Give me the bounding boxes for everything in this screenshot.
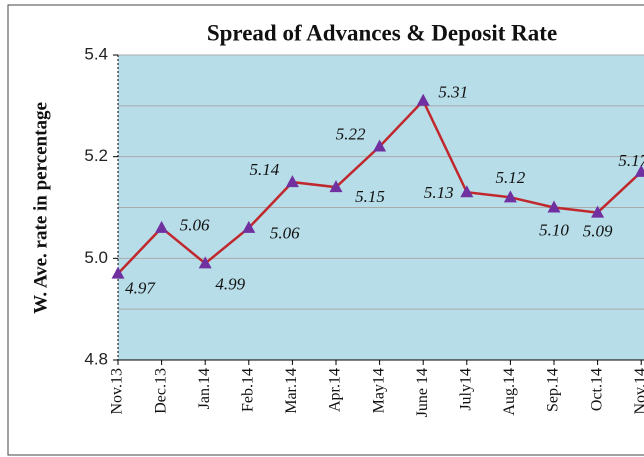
data-label: 5.14 (250, 160, 280, 179)
data-label: 5.06 (180, 216, 210, 235)
y-axis-label: W. Ave. rate in percentage (30, 102, 51, 314)
y-tick-label: 5.2 (84, 146, 108, 165)
data-label: 5.10 (539, 220, 569, 239)
x-tick-label: Apr.14 (327, 368, 344, 412)
chart-title: Spread of Advances & Deposit Rate (207, 20, 557, 45)
x-tick-label: Sep.14 (545, 368, 562, 412)
data-label: 5.17 (618, 151, 644, 170)
data-label: 5.13 (424, 183, 454, 202)
x-tick-label: June 14 (414, 368, 431, 417)
point-marker (460, 185, 474, 198)
x-tick-label: Jan.14 (196, 368, 213, 409)
y-tick-label: 5.4 (84, 44, 108, 63)
data-label: 5.09 (583, 221, 613, 240)
data-label: 4.97 (125, 278, 156, 297)
point-marker (242, 220, 256, 233)
x-tick-label: Dec.13 (152, 368, 169, 414)
x-tick-label: July14 (457, 368, 474, 411)
data-label: 5.31 (438, 83, 468, 102)
point-marker (198, 256, 212, 269)
y-tick-label: 5.0 (84, 248, 108, 267)
x-tick-label: May14 (370, 368, 387, 413)
point-marker (634, 164, 644, 177)
point-marker (547, 200, 561, 213)
data-label: 4.99 (215, 274, 245, 293)
x-tick-label: Nov.14 (632, 368, 644, 415)
point-marker (285, 175, 299, 188)
data-label: 5.12 (496, 168, 526, 187)
x-tick-label: Nov.13 (109, 368, 126, 415)
y-tick-label: 4.8 (84, 349, 108, 368)
data-label: 5.22 (336, 124, 366, 143)
x-tick-label: Feb.14 (239, 368, 256, 412)
point-marker (503, 190, 517, 203)
point-marker (373, 139, 387, 152)
point-marker (155, 220, 169, 233)
data-label: 5.15 (355, 187, 385, 206)
point-marker (591, 205, 605, 218)
point-marker (329, 180, 343, 193)
data-label: 5.06 (270, 224, 300, 243)
point-marker (416, 93, 430, 106)
x-tick-label: Mar.14 (283, 368, 300, 414)
x-tick-label: Oct.14 (588, 368, 605, 411)
point-marker (111, 266, 125, 279)
x-tick-label: Aug.14 (501, 368, 518, 416)
